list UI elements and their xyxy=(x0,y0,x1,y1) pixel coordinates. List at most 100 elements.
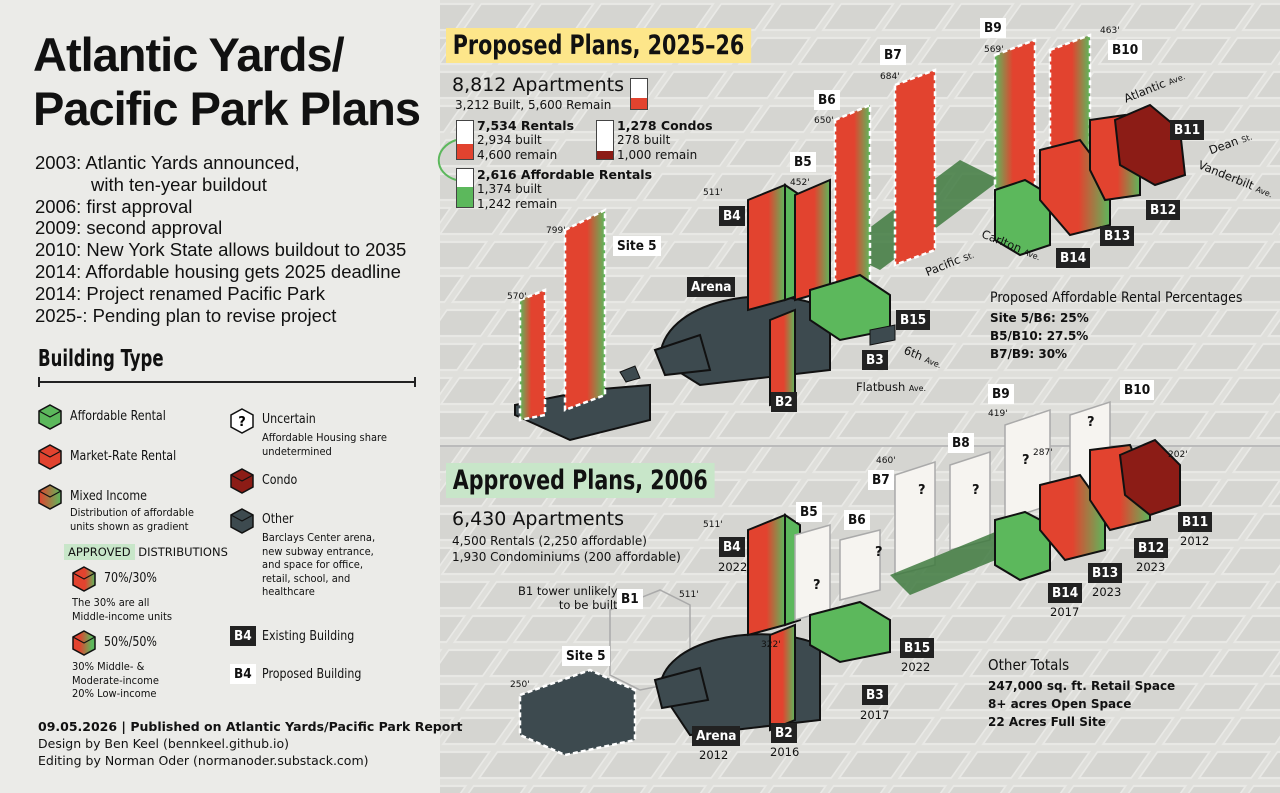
proposed-title: Proposed Plans, 2025–26 xyxy=(446,28,752,63)
legend-uncertain-label: Uncertain xyxy=(262,411,316,427)
label-b6: B6 xyxy=(844,510,870,530)
pct-item: Site 5/B6: 25% xyxy=(990,311,1089,325)
uncertain-icon: ? xyxy=(972,483,980,498)
legend-affordable-label: Affordable Rental xyxy=(70,408,166,424)
label-b5: B5 xyxy=(790,152,816,172)
height-b4: 511' xyxy=(703,520,723,530)
uncertain-icon: ? xyxy=(875,545,883,560)
approved-title: Approved Plans, 2006 xyxy=(446,463,715,498)
height-b9: 419' xyxy=(988,409,1008,419)
rentals-bar xyxy=(456,120,474,160)
other-total-item: 247,000 sq. ft. Retail Space xyxy=(988,679,1176,693)
year-b4: 2022 xyxy=(718,560,748,574)
legend-50-50-sub: 30% Middle- & Moderate-income 20% Low-inco… xyxy=(72,660,159,700)
legend-50-50-label: 50%/50% xyxy=(104,634,157,650)
height-b9: 569' xyxy=(984,45,1004,55)
other-total-item: 8+ acres Open Space xyxy=(988,697,1132,711)
legend-mixed-sub: Distribution of affordable units shown as… xyxy=(70,506,194,533)
legend-other-label: Other xyxy=(262,511,294,527)
label-b8: B8 xyxy=(948,433,974,453)
label-b12: B12 xyxy=(1146,200,1181,220)
label-arena: Arena xyxy=(687,277,736,297)
uncertain-icon: ? xyxy=(813,578,821,593)
svg-text:?: ? xyxy=(238,415,246,430)
label-b11: B11 xyxy=(1170,120,1205,140)
legend-cube-affordable-icon xyxy=(38,404,62,430)
label-b13: B13 xyxy=(1088,563,1123,583)
year-b12: 2023 xyxy=(1136,560,1166,574)
uncertain-icon: ? xyxy=(1022,453,1030,468)
legend-other-sub: Barclays Center arena, new subway entranc… xyxy=(262,531,376,598)
distributions-heading: APPROVED DISTRIBUTIONS xyxy=(64,544,228,560)
year-b13: 2023 xyxy=(1092,585,1122,599)
legend-existing-badge: B4 xyxy=(230,626,256,646)
condos-built: 278 built xyxy=(617,133,671,147)
label-b15: B15 xyxy=(900,638,935,658)
label-b3: B3 xyxy=(862,350,888,370)
legend-existing-label: Existing Building xyxy=(262,628,355,644)
pct-item: B5/B10: 27.5% xyxy=(990,329,1089,343)
label-b11: B11 xyxy=(1178,512,1213,532)
affordable-built: 1,374 built xyxy=(477,182,542,196)
height-b4: 511' xyxy=(703,188,723,198)
year-arena: 2012 xyxy=(699,748,729,762)
footer-design: Design by Ben Keel (bennkeel.github.io) xyxy=(38,736,290,751)
label-b3: B3 xyxy=(862,685,888,705)
legend-cube-50-50-icon xyxy=(72,630,96,656)
approved-illustration xyxy=(518,400,1181,757)
legend-other-icon xyxy=(230,508,254,534)
timeline-item: 2006: first approval xyxy=(35,195,193,217)
label-b4: B4 xyxy=(719,537,745,557)
label-arena: Arena xyxy=(692,726,741,746)
label-b5: B5 xyxy=(796,502,822,522)
label-b15: B15 xyxy=(896,310,931,330)
affordable-remain: 1,242 remain xyxy=(477,197,558,211)
label-b1: B1 xyxy=(617,589,643,609)
height-arena: 322' xyxy=(761,640,781,650)
label-b9: B9 xyxy=(988,384,1014,404)
label-b13: B13 xyxy=(1100,226,1135,246)
condos-remain: 1,000 remain xyxy=(617,148,698,162)
timeline-item: 2009: second approval xyxy=(35,217,223,239)
height-b6: 650' xyxy=(814,116,834,126)
pct-item: B7/B9: 30% xyxy=(990,347,1068,361)
proposed-apartments-sub: 3,212 Built, 5,600 Remain xyxy=(455,98,612,112)
page-title: Atlantic Yards/ Pacific Park Plans xyxy=(33,28,453,136)
legend-divider xyxy=(38,377,416,387)
label-b14: B14 xyxy=(1048,583,1083,603)
height-b7: 684' xyxy=(880,72,900,82)
footer-date: 09.05.2026 | Published on Atlantic Yards… xyxy=(38,719,463,734)
building-type-heading: Building Type xyxy=(38,346,164,372)
year-b15: 2022 xyxy=(901,660,931,674)
year-b14: 2017 xyxy=(1050,605,1080,619)
rentals-built: 2,934 built xyxy=(477,133,542,147)
height-b10: 463' xyxy=(1100,26,1120,36)
timeline-item: 2025-: Pending plan to revise project xyxy=(35,304,337,326)
proposed-illustration xyxy=(514,33,1187,442)
height-b5: 452' xyxy=(790,178,810,188)
uncertain-icon: ? xyxy=(918,483,926,498)
legend-condo-icon xyxy=(230,468,254,494)
year-b3: 2017 xyxy=(860,708,890,722)
height-b11: 202' xyxy=(1168,450,1188,460)
affordable-bar xyxy=(456,168,474,208)
label-site5: Site 5 xyxy=(613,236,661,256)
label-b12: B12 xyxy=(1134,538,1169,558)
footer-editing: Editing by Norman Oder (normanoder.subst… xyxy=(38,753,369,768)
affordable-connector xyxy=(437,139,457,181)
rentals-total: 7,534 Rentals xyxy=(477,118,575,133)
height-b7: 460' xyxy=(876,456,896,466)
legend-market-label: Market-Rate Rental xyxy=(70,448,177,464)
uncertain-icon: ? xyxy=(1087,415,1095,430)
timeline-item: 2014: Affordable housing gets 2025 deadl… xyxy=(35,260,401,282)
height-b14: 287' xyxy=(1033,448,1053,458)
approved-rentals: 4,500 Rentals (2,250 affordable) xyxy=(452,534,647,548)
approved-condos: 1,930 Condominiums (200 affordable) xyxy=(452,550,681,564)
condos-total: 1,278 Condos xyxy=(617,118,713,133)
proposed-apartments: 8,812 Apartments xyxy=(452,74,624,96)
legend-cube-70-30-icon xyxy=(72,566,96,592)
timeline-item: 2003: Atlantic Yards announced, with ten-… xyxy=(35,152,300,195)
year-b11: 2012 xyxy=(1180,534,1210,548)
label-site5: Site 5 xyxy=(562,646,610,666)
legend-70-30-sub: The 30% are all Middle-income units xyxy=(72,596,173,623)
